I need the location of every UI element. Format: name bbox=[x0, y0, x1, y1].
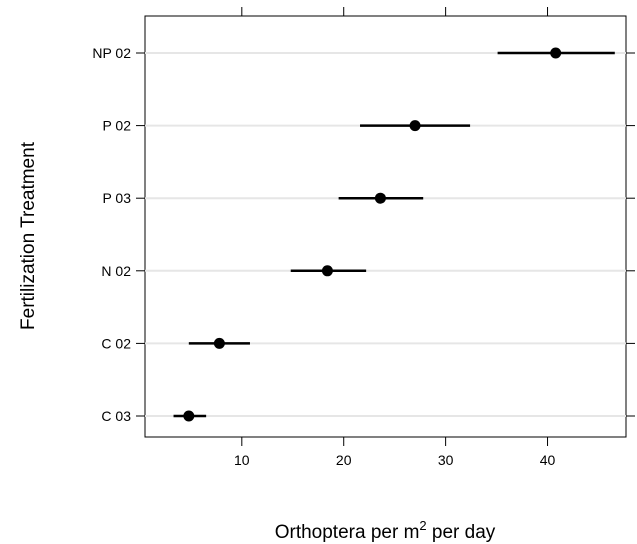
data-point bbox=[321, 265, 333, 277]
data-point bbox=[374, 192, 386, 204]
x-tick-label: 20 bbox=[336, 452, 352, 468]
y-tick-label: NP 02 bbox=[92, 45, 131, 61]
y-tick-label: C 02 bbox=[101, 335, 131, 351]
x-tick-label: 40 bbox=[540, 452, 556, 468]
x-axis-title: Orthoptera per m2 per day bbox=[275, 518, 496, 543]
y-axis-title: Fertilization Treatment bbox=[18, 141, 39, 330]
x-tick-label: 10 bbox=[234, 452, 250, 468]
y-tick-label: N 02 bbox=[101, 263, 131, 279]
y-tick-label: C 03 bbox=[101, 408, 131, 424]
data-point bbox=[409, 120, 421, 132]
data-point bbox=[183, 410, 195, 422]
x-tick-label: 30 bbox=[438, 452, 454, 468]
y-tick-label: P 03 bbox=[102, 190, 131, 206]
data-point bbox=[550, 47, 562, 59]
data-point bbox=[213, 337, 225, 349]
plot-area-border bbox=[144, 15, 627, 438]
y-tick-label: P 02 bbox=[102, 118, 131, 134]
